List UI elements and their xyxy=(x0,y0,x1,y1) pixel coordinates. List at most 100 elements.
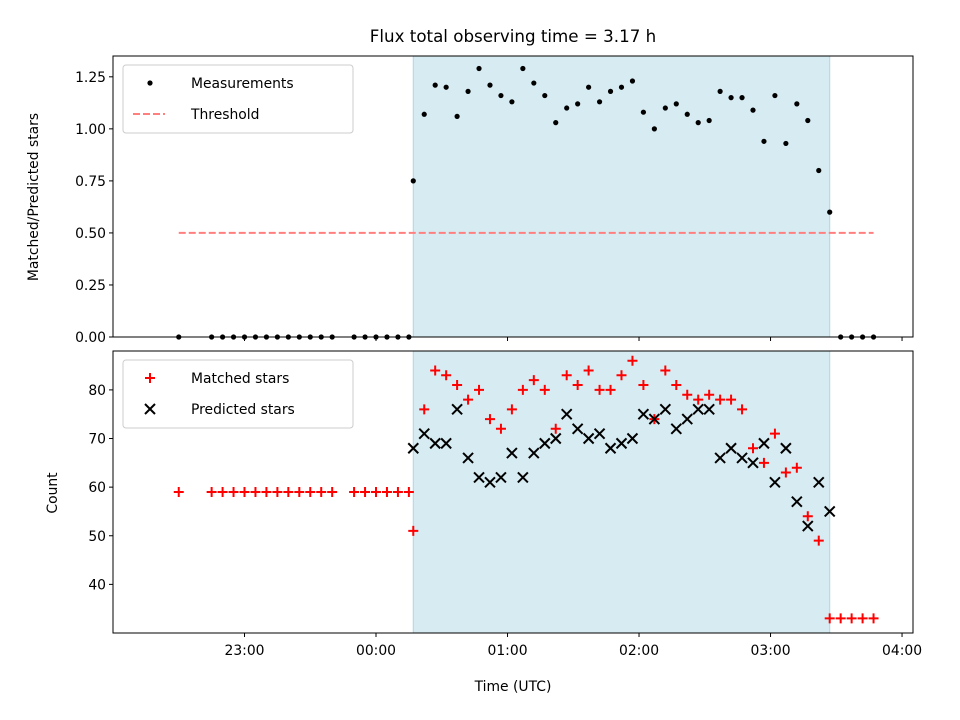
predicted-star-point xyxy=(626,432,639,445)
top-y-axis-label: Matched/Predicted stars xyxy=(26,113,42,281)
predicted-star-point xyxy=(407,442,419,454)
x-tick-label: 03:00 xyxy=(751,643,791,659)
measurement-point xyxy=(728,95,734,101)
y-tick-label: 1.25 xyxy=(75,70,106,86)
measurement-point xyxy=(520,65,526,72)
matched-star-point xyxy=(616,370,627,381)
predicted-star-point xyxy=(648,413,661,425)
matched-star-point xyxy=(528,375,539,386)
predicted-star-point xyxy=(484,476,496,488)
matched-star-point xyxy=(627,355,638,366)
matched-star-point xyxy=(693,394,704,405)
predicted-star-point xyxy=(593,427,606,440)
x-tick-label: 04:00 xyxy=(882,643,922,659)
predicted-star-point xyxy=(473,471,485,484)
measurement-point xyxy=(695,120,701,126)
predicted-star-point xyxy=(703,403,715,416)
measurement-point xyxy=(827,209,833,215)
measurement-point xyxy=(586,84,592,90)
matched-star-point xyxy=(408,525,419,536)
matched-star-point xyxy=(517,384,528,395)
matched-star-point xyxy=(294,487,305,497)
predicted-star-point xyxy=(791,496,803,508)
measurement-point xyxy=(684,111,690,117)
matched-star-point xyxy=(802,511,813,522)
legend-swatch xyxy=(147,80,153,86)
matched-star-point xyxy=(283,487,294,497)
matched-star-point xyxy=(780,467,791,478)
matched-star-point xyxy=(403,487,414,497)
measurement-point xyxy=(498,92,504,99)
matched-star-point xyxy=(463,394,474,405)
matched-star-point xyxy=(572,380,583,391)
predicted-star-point xyxy=(670,423,682,435)
predicted-star-point xyxy=(418,427,430,440)
x-tick-label: 00:00 xyxy=(356,643,396,659)
matched-star-point xyxy=(239,487,250,497)
plot-frame xyxy=(112,55,914,338)
measurement-point xyxy=(761,138,767,144)
measurement-point xyxy=(706,117,712,124)
predicted-star-point xyxy=(528,447,540,459)
matched-star-point xyxy=(360,487,371,497)
predicted-star-point xyxy=(451,403,463,416)
predicted-star-point xyxy=(495,471,507,484)
matched-star-point xyxy=(539,384,550,395)
observing-window-shade xyxy=(412,350,831,634)
measurement-point xyxy=(509,99,515,105)
predicted-star-point xyxy=(440,437,452,450)
legend-label: Measurements xyxy=(191,76,294,92)
predicted-star-point xyxy=(560,408,573,420)
predicted-star-point xyxy=(604,442,617,454)
y-tick-label: 50 xyxy=(88,529,106,545)
legend-label: Threshold xyxy=(190,107,259,123)
matched-star-point xyxy=(594,384,605,395)
matched-star-point xyxy=(272,487,283,497)
matched-star-point xyxy=(173,487,184,497)
predicted-star-point xyxy=(692,403,704,416)
predicted-star-point xyxy=(429,437,441,450)
measurement-point xyxy=(673,101,679,107)
measurement-point xyxy=(553,120,559,126)
measurement-point xyxy=(564,105,570,111)
bottom-y-axis-label: Count xyxy=(45,472,61,514)
measurement-point xyxy=(476,65,482,72)
measurement-point xyxy=(640,109,647,115)
measurement-point xyxy=(531,80,537,86)
predicted-star-point xyxy=(824,505,836,518)
measurement-point xyxy=(542,92,548,99)
x-tick-label: 01:00 xyxy=(488,643,528,659)
predicted-star-point xyxy=(780,442,792,454)
predicted-star-point xyxy=(615,437,628,450)
measurement-point xyxy=(575,101,581,107)
predicted-star-point xyxy=(582,432,595,445)
measurement-point xyxy=(772,92,778,99)
matched-star-point xyxy=(846,613,857,624)
matched-star-point xyxy=(206,487,217,497)
matched-star-point xyxy=(737,404,748,415)
y-tick-label: 1.00 xyxy=(75,122,106,138)
y-tick-label: 0.50 xyxy=(75,226,106,242)
predicted-star-point xyxy=(462,452,474,464)
observing-window-shade xyxy=(412,55,831,338)
matched-star-point xyxy=(835,613,846,624)
legend-box xyxy=(122,64,354,134)
measurement-point xyxy=(629,78,636,84)
measurement-point xyxy=(432,82,438,88)
predicted-star-point xyxy=(659,403,672,416)
measurement-point xyxy=(750,107,756,113)
matched-star-point xyxy=(715,394,726,405)
y-tick-label: 40 xyxy=(88,577,106,593)
legend-label: Matched stars xyxy=(191,371,289,387)
matched-star-point xyxy=(769,428,780,439)
matched-star-point xyxy=(349,487,360,497)
y-tick-label: 0.75 xyxy=(75,174,106,190)
measurement-point xyxy=(443,84,449,90)
chart-title: Flux total observing time = 3.17 h xyxy=(370,26,656,46)
matched-star-point xyxy=(758,457,769,468)
matched-star-point xyxy=(250,487,261,497)
x-tick-label: 23:00 xyxy=(224,643,264,659)
y-tick-label: 80 xyxy=(88,383,106,399)
matched-star-point xyxy=(305,487,316,497)
legend: Matched stars Predicted stars xyxy=(122,359,354,429)
